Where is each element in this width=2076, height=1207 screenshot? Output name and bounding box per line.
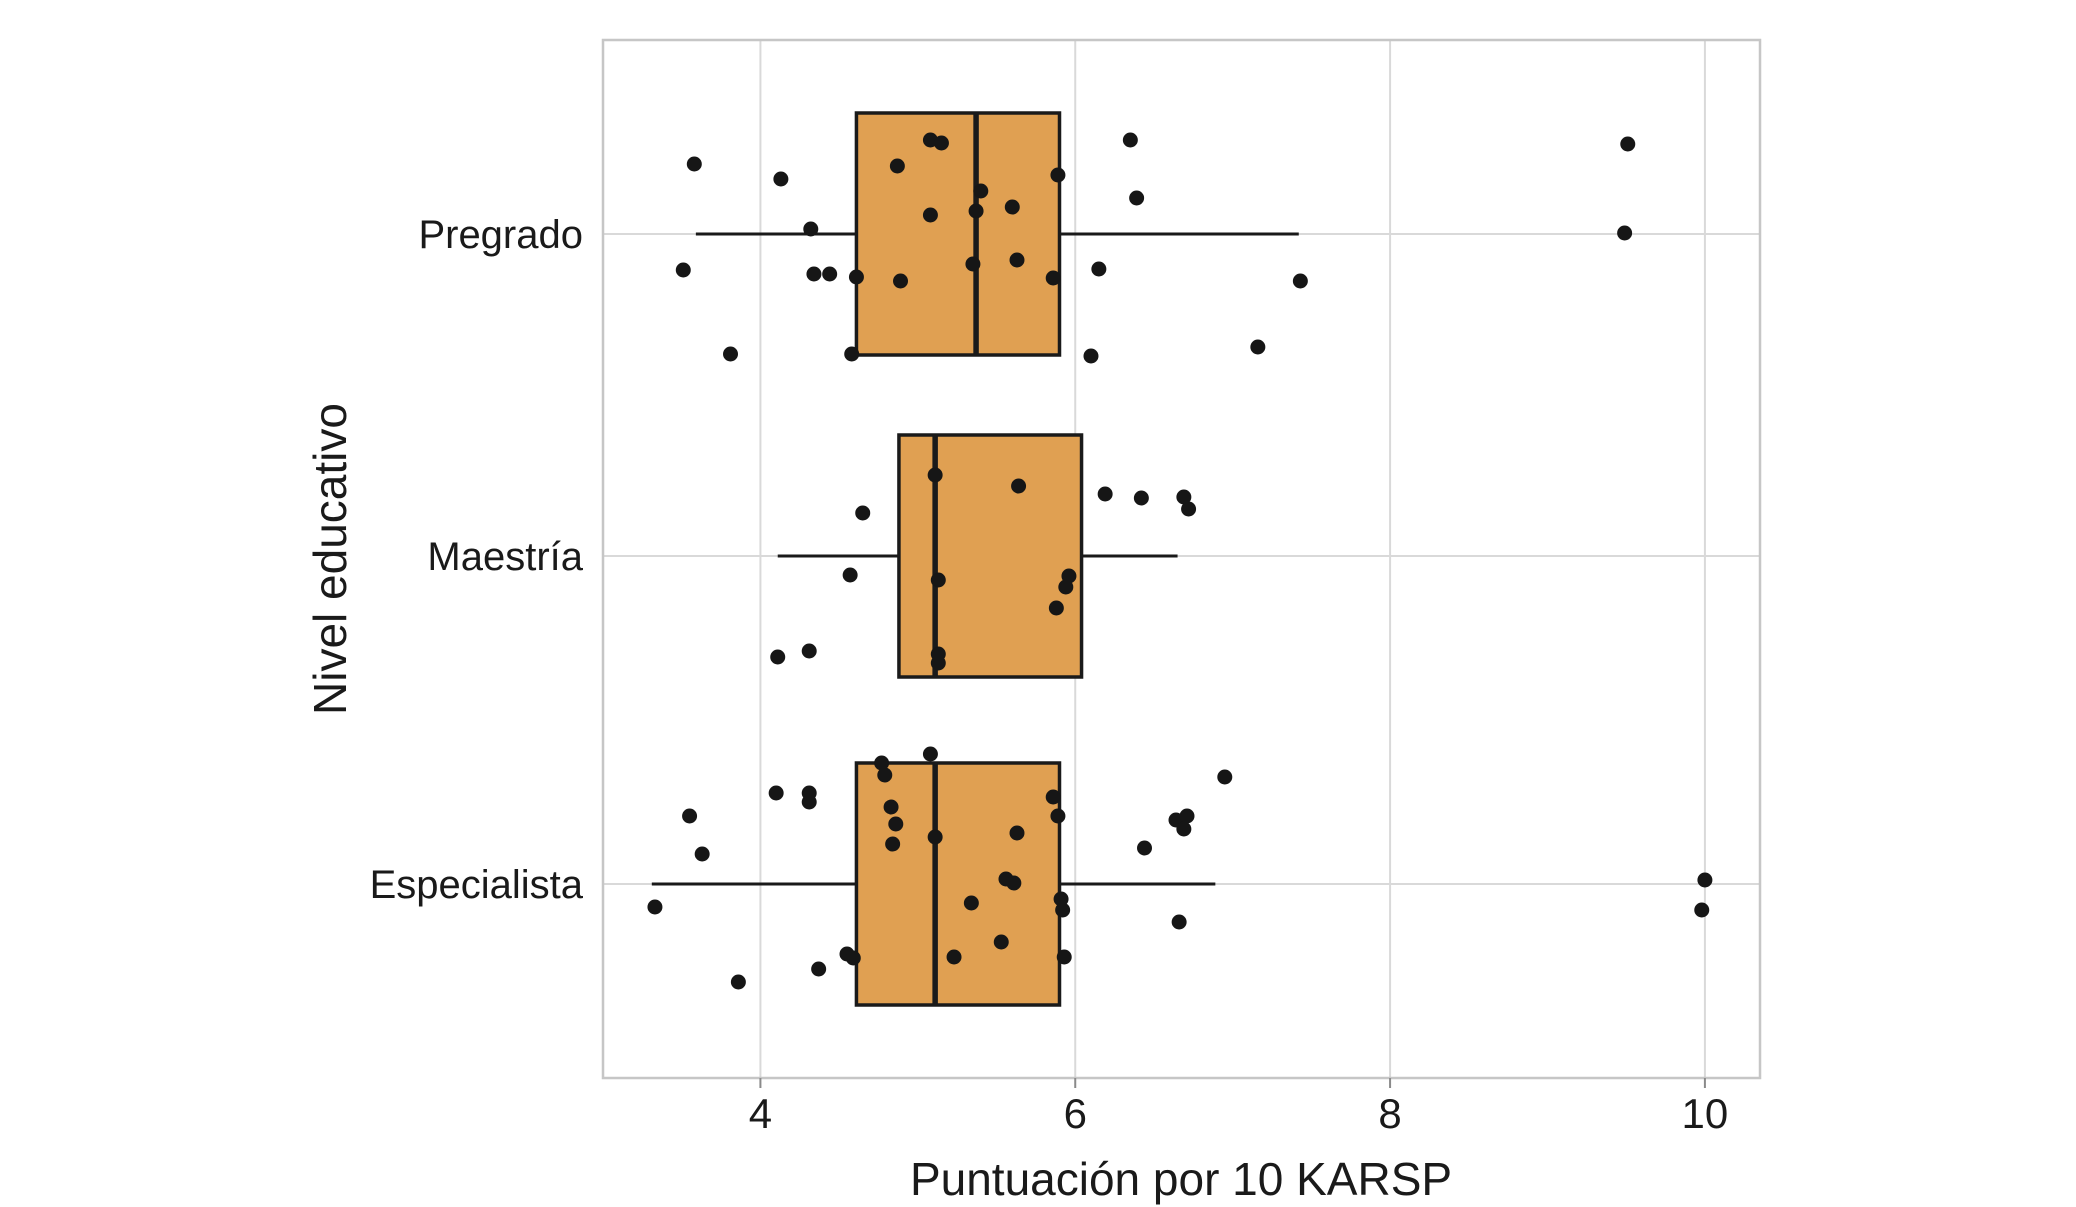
jitter-point (801, 794, 817, 810)
jitter-point (806, 266, 822, 282)
jitter-point (1176, 489, 1192, 505)
jitter-point (968, 203, 984, 219)
jitter-point (965, 256, 981, 272)
jitter-point (1179, 808, 1195, 824)
jitter-point (877, 767, 893, 783)
jitter-point (1133, 490, 1149, 506)
jitter-point (993, 934, 1009, 950)
panel-background (603, 40, 1760, 1078)
jitter-point (803, 221, 819, 237)
jitter-point (675, 262, 691, 278)
jitter-point (1004, 199, 1020, 215)
jitter-point (1129, 190, 1145, 206)
jitter-point (848, 269, 864, 285)
x-tick-label: 6 (1064, 1090, 1087, 1137)
jitter-point (773, 171, 789, 187)
jitter-point (1058, 579, 1074, 595)
y-axis-title: Nivel educativo (304, 403, 356, 715)
jitter-point (801, 643, 817, 659)
jitter-point (883, 799, 899, 815)
jitter-point (1011, 478, 1027, 494)
jitter-point (1617, 225, 1633, 241)
jitter-point (1055, 902, 1071, 918)
jitter-point (930, 572, 946, 588)
jitter-point (811, 961, 827, 977)
jitter-point (1006, 875, 1022, 891)
jitter-point (1053, 891, 1069, 907)
panel-border (601, 38, 1762, 1080)
jitter-point (1217, 769, 1233, 785)
jitter-point (723, 346, 739, 362)
x-tick-label: 8 (1378, 1090, 1401, 1137)
jitter-point (770, 649, 786, 665)
jitter-point (1097, 486, 1113, 502)
jitter-point (930, 655, 946, 671)
jitter-point (1250, 339, 1266, 355)
jitter-point (874, 755, 890, 771)
jitter-point (1181, 501, 1197, 517)
jitter-point (1171, 914, 1187, 930)
jitter-point (927, 829, 943, 845)
jitter-point (1048, 600, 1064, 616)
jitter-point (694, 846, 710, 862)
jitter-point (889, 158, 905, 174)
jitter-point (647, 899, 663, 915)
jitter-point (855, 505, 871, 521)
y-category-label: Pregrado (418, 213, 583, 257)
jitter-point (768, 785, 784, 801)
jitter-point (1091, 261, 1107, 277)
jitter-point (1694, 902, 1710, 918)
jitter-point (927, 467, 943, 483)
box (854, 761, 1062, 1007)
jitter-point (922, 207, 938, 223)
jitter-point (888, 816, 904, 832)
jitter-point (893, 273, 909, 289)
jitter-point (686, 156, 702, 172)
x-tick-label: 4 (749, 1090, 772, 1137)
jitter-point (730, 974, 746, 990)
jitter-point (1620, 136, 1636, 152)
box (897, 433, 1084, 679)
y-category-label: Maestría (427, 535, 583, 579)
jitter-point (1176, 821, 1192, 837)
jitter-point (973, 183, 989, 199)
jitter-point (1050, 808, 1066, 824)
jitter-point (1122, 132, 1138, 148)
jitter-point (963, 895, 979, 911)
jitter-point (922, 746, 938, 762)
jitter-point (822, 266, 838, 282)
jitter-point (845, 950, 861, 966)
jitter-point (1050, 167, 1066, 183)
jitter-point (844, 346, 860, 362)
jitter-point (1056, 949, 1072, 965)
jitter-point (885, 836, 901, 852)
jitter-point (1697, 872, 1713, 888)
x-axis-title: Puntuación por 10 KARSP (909, 1153, 1453, 1205)
jitter-point (1292, 273, 1308, 289)
jitter-point (1009, 825, 1025, 841)
jitter-point (933, 135, 949, 151)
jitter-point (682, 808, 698, 824)
jitter-point (1083, 348, 1099, 364)
jitter-point (1045, 270, 1061, 286)
box (854, 111, 1062, 357)
y-category-label: Especialista (370, 863, 584, 907)
jitter-point (946, 949, 962, 965)
jitter-point (842, 567, 858, 583)
x-tick-label: 10 (1682, 1090, 1729, 1137)
jitter-point (1009, 252, 1025, 268)
jitter-point (1045, 789, 1061, 805)
jitter-point (1137, 840, 1153, 856)
